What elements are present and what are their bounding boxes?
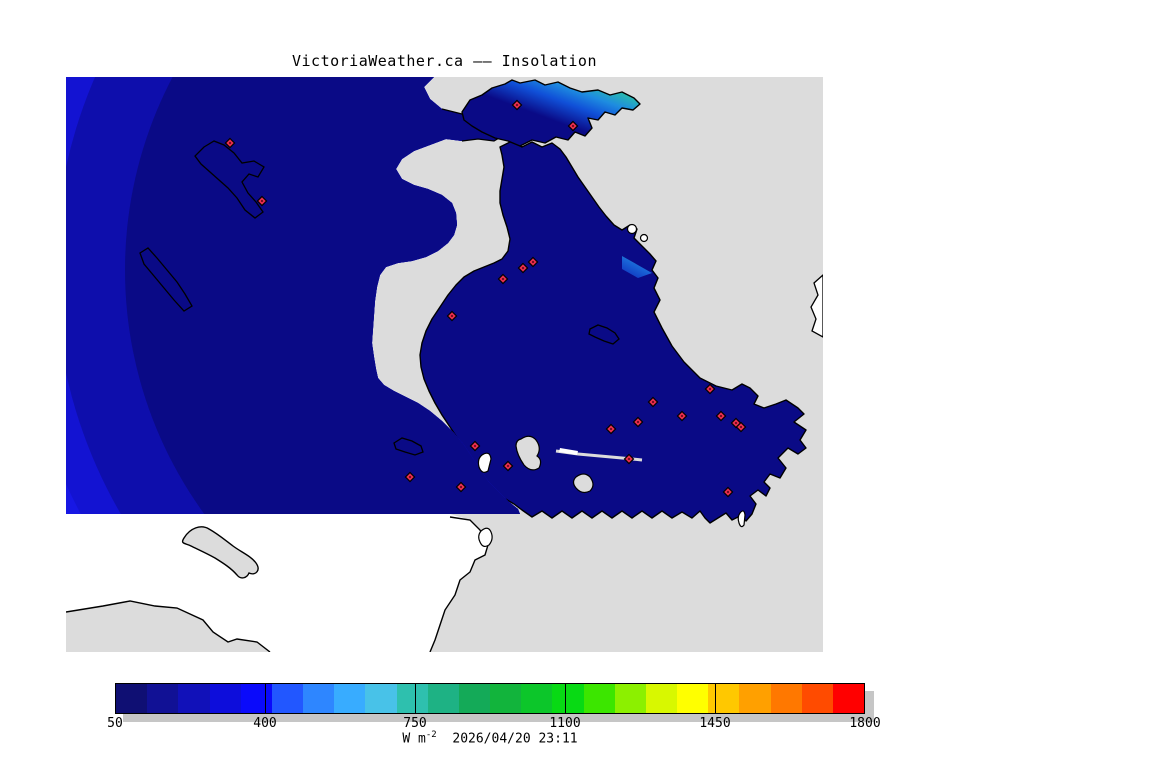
- gradient-island: [461, 79, 641, 147]
- station-markers: [224, 99, 747, 498]
- colorbar-step: [458, 684, 491, 713]
- station-marker-core: [740, 426, 742, 428]
- colorbar-step: [365, 684, 397, 713]
- lake-outline: [393, 437, 424, 456]
- station-marker-core: [507, 465, 509, 467]
- colorbar-step: [490, 684, 522, 713]
- edge-landmass: [810, 274, 823, 338]
- colorbar-tick-line: [415, 684, 416, 713]
- colorbar-tick-line: [565, 684, 566, 713]
- colorbar-step: [832, 684, 865, 713]
- colorbar-tick-line: [715, 684, 716, 713]
- colorbar-step: [521, 684, 553, 713]
- colorbar: [115, 683, 865, 714]
- figure-title: VictoriaWeather.ca —— Insolation: [292, 52, 597, 70]
- colorbar-step: [240, 684, 272, 713]
- colorbar-step: [770, 684, 802, 713]
- no-data-landmass: [66, 514, 488, 652]
- colorbar-step: [209, 684, 241, 713]
- islet: [626, 223, 638, 235]
- colorbar-step: [178, 684, 210, 713]
- colorbar-step: [708, 684, 740, 713]
- colorbar-step: [303, 684, 335, 713]
- station-marker-core: [681, 415, 683, 417]
- colorbar-step: [677, 684, 709, 713]
- colorbar-step: [427, 684, 459, 713]
- colorbar-tick-label: 400: [253, 716, 277, 731]
- lake-outline: [588, 324, 620, 345]
- station-marker-core: [652, 401, 654, 403]
- station-marker-core: [628, 458, 630, 460]
- colorbar-tick-labels: 50 400 750 1100 1450 1800: [107, 716, 880, 731]
- station-marker-core: [720, 415, 722, 417]
- lake: [181, 526, 259, 579]
- timestamp: 2026/04/20 23:11: [452, 731, 578, 747]
- station-marker-core: [610, 428, 612, 430]
- station-marker-core: [474, 445, 476, 447]
- colorbar-step: [583, 684, 615, 713]
- islet: [737, 510, 746, 528]
- colorbar-tick-line: [265, 684, 266, 713]
- colorbar-step: [147, 684, 179, 713]
- station-marker-core: [409, 476, 411, 478]
- colorbar-step: [614, 684, 646, 713]
- station-marker-core: [637, 421, 639, 423]
- colorbar-unit-label: W m-2 2026/04/20 23:11: [115, 730, 865, 746]
- spacer: [437, 731, 453, 746]
- station-marker-core: [229, 142, 231, 144]
- station-marker-core: [522, 267, 524, 269]
- colorbar-step: [739, 684, 771, 713]
- coastline: [429, 516, 489, 652]
- colorbar-tick-label: 750: [403, 716, 427, 731]
- colorbar-tick-label: 1800: [849, 716, 881, 731]
- harbour-inlet: [572, 473, 594, 494]
- lake-outline: [194, 140, 265, 219]
- colorbar-step: [645, 684, 678, 713]
- station-marker-core: [727, 491, 729, 493]
- islet: [478, 527, 493, 548]
- colorbar-step: [552, 684, 584, 713]
- station-marker-core: [451, 315, 453, 317]
- colorbar-tick-label: 1450: [699, 716, 731, 731]
- colorbar-tick-label: 50: [107, 716, 123, 731]
- islet: [477, 452, 492, 473]
- insolation-field: [66, 77, 520, 514]
- islet: [639, 233, 649, 243]
- weather-map: [66, 77, 823, 652]
- station-marker-core: [572, 125, 574, 127]
- colorbar-step: [334, 684, 366, 713]
- station-marker-core: [709, 388, 711, 390]
- colorbar-step: [801, 684, 833, 713]
- colorbar-step: [396, 684, 428, 713]
- lake-outline: [139, 247, 193, 312]
- lagoon-spit: [559, 448, 578, 455]
- station-marker-core: [261, 200, 263, 202]
- colorbar-tick-label: 1100: [549, 716, 581, 731]
- station-marker-core: [502, 278, 504, 280]
- station-marker-core: [532, 261, 534, 263]
- unit-text: W m: [402, 731, 426, 747]
- insolation-gradient-patch: [622, 256, 652, 278]
- coastline: [66, 600, 271, 652]
- harbour-inlet: [515, 435, 542, 471]
- unit-exponent: -2: [425, 730, 437, 740]
- station-marker-core: [460, 486, 462, 488]
- station-marker-core: [735, 422, 737, 424]
- colorbar-step: [271, 684, 304, 713]
- colorbar-step: [116, 684, 148, 713]
- station-marker-core: [516, 104, 518, 106]
